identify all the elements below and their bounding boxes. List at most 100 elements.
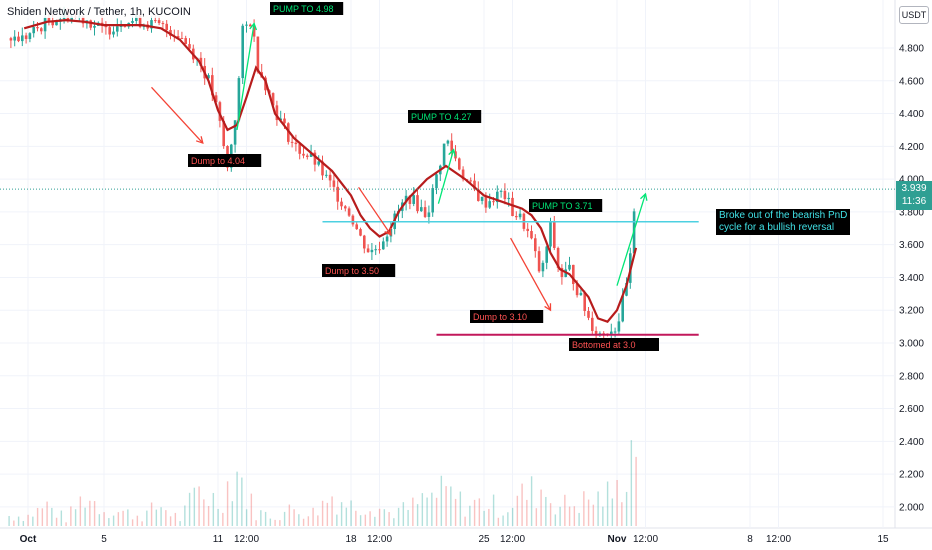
volume-bar (207, 506, 210, 526)
volume-bar (226, 481, 229, 526)
pump2-label: PUMP TO 4.27 (411, 112, 472, 122)
dump2-label: Dump to 3.50 (325, 266, 379, 276)
volume-bar (469, 505, 471, 526)
volume-bar (331, 496, 333, 526)
volume-bar (174, 512, 177, 526)
candle-body (306, 155, 309, 157)
volume-bar (317, 515, 319, 526)
volume-bar (635, 456, 637, 526)
candle-body (355, 224, 358, 230)
candle-body (560, 268, 564, 277)
candle-body (458, 158, 461, 170)
volume-bar (146, 510, 148, 526)
candle-body (112, 31, 115, 35)
candle-body (161, 23, 165, 25)
candle-body (568, 264, 571, 270)
volume-bar (497, 517, 500, 526)
candle-body (385, 236, 389, 242)
candle-body (165, 23, 168, 31)
candle-body (553, 221, 556, 248)
pump2-arrowhead (448, 148, 456, 157)
dump3-arrowhead (544, 303, 552, 312)
candle-body (28, 33, 32, 39)
volume-bar (450, 486, 452, 526)
volume-bar (592, 504, 595, 526)
volume-bar (616, 479, 618, 526)
volume-bar (516, 495, 519, 526)
candle-body (351, 215, 355, 225)
candle-body (359, 229, 362, 236)
volume-bar (131, 519, 134, 526)
volume-bar (549, 503, 552, 526)
candle-body (241, 25, 244, 79)
candle-body (271, 93, 275, 106)
volume-bar (378, 508, 381, 526)
currency-button[interactable]: USDT (899, 6, 929, 24)
candle-body (427, 212, 431, 217)
candle-body (450, 140, 453, 152)
volume-bar (79, 496, 82, 526)
candle-body (218, 102, 222, 121)
candle-body (579, 292, 583, 296)
candle-body (55, 21, 58, 26)
volume-bar (340, 502, 343, 526)
candle-body (70, 16, 73, 22)
volume-bar (250, 493, 253, 526)
volume-bar (193, 487, 196, 526)
x-tick-label: 5 (101, 534, 107, 545)
volume-bar (60, 510, 63, 526)
candle-body (344, 206, 347, 209)
candle-body (549, 221, 552, 247)
candle-body (321, 161, 324, 176)
candle-body (336, 186, 339, 202)
volume-bar (578, 512, 580, 526)
candle-body (454, 151, 457, 159)
candle-body (499, 190, 503, 192)
volume-bar (222, 512, 224, 526)
x-tick-label: 12:00 (234, 534, 259, 545)
y-tick-label: 4.800 (899, 44, 924, 55)
volume-bar (530, 476, 533, 526)
volume-bar (70, 506, 72, 526)
candle-body (347, 208, 351, 216)
volume-bar (74, 509, 77, 526)
volume-bar (393, 518, 395, 526)
candle-body (591, 317, 594, 331)
volume-bar (583, 491, 585, 526)
pump3-label: PUMP TO 3.71 (532, 201, 593, 211)
candle-body (404, 195, 408, 203)
candle-body (340, 201, 343, 207)
candle-body (13, 36, 16, 41)
volume-bar (602, 506, 604, 526)
volume-bar (17, 516, 20, 526)
candle-body (275, 105, 279, 121)
volume-bar (231, 501, 234, 526)
candle-body (602, 333, 605, 335)
candle-body (328, 174, 332, 181)
candle-body (180, 37, 184, 39)
volume-bar (203, 499, 205, 526)
volume-bar (302, 518, 305, 526)
candle-body (135, 15, 138, 22)
candle-body (150, 20, 153, 29)
candle-body (492, 201, 495, 203)
dump1-arrowhead (195, 136, 204, 145)
candle-body (188, 44, 191, 49)
candle-body (416, 195, 419, 212)
candle-body (287, 123, 290, 142)
volume-bar (27, 514, 29, 526)
candle-body (199, 57, 203, 66)
volume-bar (260, 510, 262, 526)
volume-bar (545, 496, 547, 526)
candle-body (370, 249, 374, 253)
volume-bar (364, 514, 367, 526)
volume-bar (625, 491, 628, 526)
x-tick-label: 25 (478, 534, 490, 545)
candle-body (43, 17, 47, 32)
volume-bar (288, 504, 291, 526)
candle-body (621, 295, 624, 322)
y-tick-label: 4.400 (899, 109, 924, 120)
candle-body (237, 78, 241, 121)
candle-body (309, 152, 313, 157)
